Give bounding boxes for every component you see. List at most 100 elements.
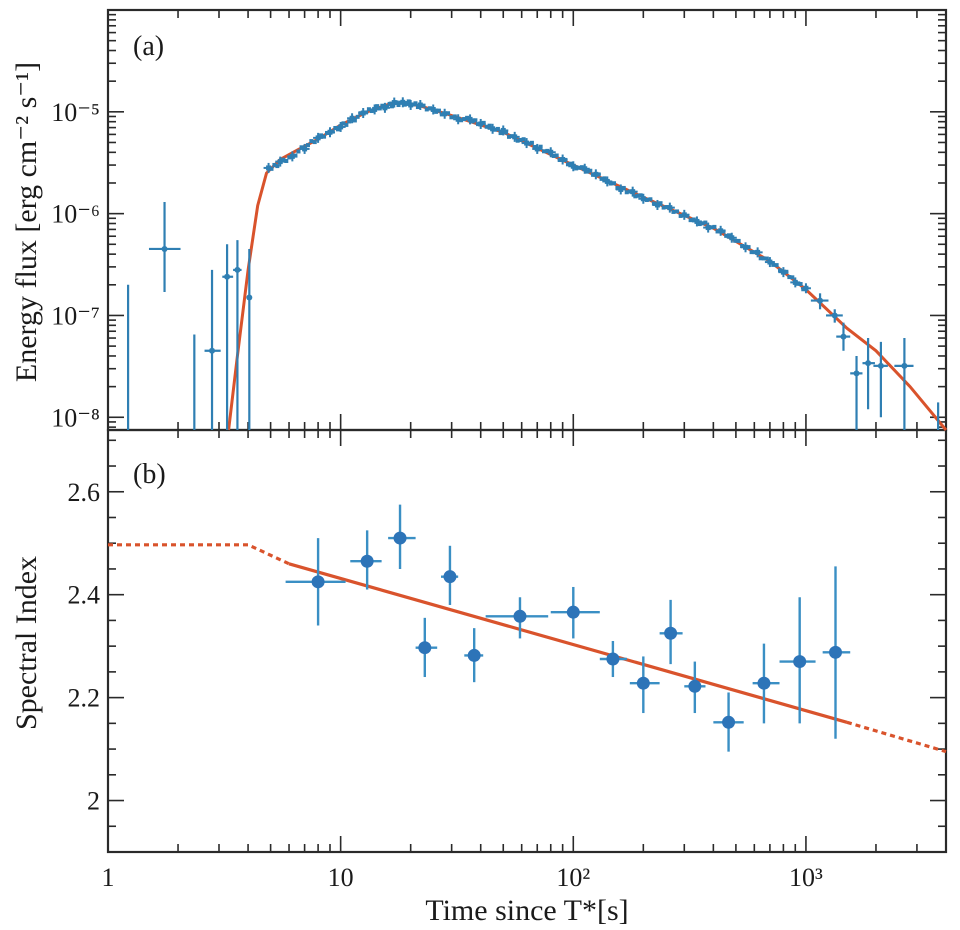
dense-fill-mark [305, 143, 310, 148]
dense-fill-mark [275, 164, 280, 169]
panel-a-frame [106, 8, 948, 432]
point-marker [524, 140, 530, 146]
dense-fill-mark [596, 172, 601, 177]
dense-fill-mark [449, 115, 454, 120]
y-tick-label: 2.2 [68, 684, 101, 713]
point-marker [430, 106, 436, 112]
point-marker [302, 146, 308, 152]
point-marker [718, 228, 724, 234]
dense-fill-mark [446, 111, 451, 116]
point-marker [667, 205, 673, 211]
dense-fill-mark [411, 102, 416, 107]
point-marker [161, 245, 168, 252]
y-tick-label: 10⁻⁵ [51, 98, 100, 127]
dense-fill-mark [778, 268, 783, 273]
point-marker [467, 648, 481, 662]
point-marker [246, 294, 253, 301]
model-curve [227, 100, 948, 431]
dense-fill-mark [591, 172, 596, 177]
data-point [222, 244, 234, 430]
point-marker [853, 370, 860, 377]
panel-b-y-axis-title: Spectral Index [10, 556, 43, 730]
dense-fill-mark [697, 222, 702, 227]
dense-fill-mark [344, 122, 349, 127]
point-marker [548, 149, 554, 155]
point-marker [618, 186, 624, 192]
dense-fill-mark [322, 134, 327, 139]
dense-fill-mark [281, 157, 286, 162]
dense-point [764, 257, 775, 268]
y-tick-label: 10⁻⁸ [51, 403, 100, 432]
dense-fill-mark [341, 121, 346, 126]
dense-fill-mark [473, 118, 478, 123]
dense-fill-mark [624, 190, 629, 195]
dense-fill-mark [700, 221, 705, 226]
dense-fill-mark [484, 124, 489, 129]
data-point [550, 586, 600, 639]
dense-fill-mark [287, 155, 292, 160]
point-marker [566, 605, 580, 619]
dense-fill-mark [394, 100, 399, 105]
y-tick-label: 2 [87, 787, 100, 816]
point-marker [817, 297, 824, 304]
dense-fill-mark [784, 269, 789, 274]
dense-fill-mark [752, 250, 757, 255]
point-marker [289, 153, 295, 159]
dense-fill-mark [691, 217, 696, 222]
dense-fill-mark [366, 107, 371, 112]
point-marker [224, 273, 231, 280]
dense-fill-mark [774, 263, 779, 268]
y-tick-label: 10⁻⁷ [51, 301, 100, 330]
dense-fill-mark [532, 144, 537, 149]
panel-b-frame [106, 428, 948, 854]
dense-fill-mark [521, 137, 526, 142]
dense-fill-mark [493, 127, 498, 132]
dense-fill-mark [309, 139, 314, 144]
point-marker [640, 196, 646, 202]
dense-fill-mark [385, 104, 390, 109]
data-point [810, 293, 829, 310]
point-marker [512, 134, 518, 140]
data-point [599, 641, 627, 678]
dense-fill-mark [703, 220, 708, 225]
point-marker [840, 333, 847, 340]
point-marker [681, 212, 687, 218]
dense-fill-mark [771, 262, 776, 267]
point-marker [209, 347, 216, 354]
point-marker [315, 135, 321, 141]
point-marker [877, 362, 884, 369]
model-dashed-early [108, 543, 290, 566]
dense-fill-mark [452, 114, 457, 119]
dense-point [726, 232, 737, 243]
point-marker [865, 360, 872, 367]
dense-fill-mark [658, 201, 663, 206]
dense-fill-mark [413, 101, 418, 106]
point-marker [743, 244, 749, 250]
point-marker [757, 676, 771, 690]
dense-fill-mark [347, 119, 352, 124]
panel-b-data-points [285, 504, 851, 752]
point-marker [382, 105, 388, 111]
point-marker [780, 269, 786, 275]
dense-fill-mark [364, 110, 369, 115]
dense-fill-mark [671, 209, 676, 214]
point-marker [478, 121, 484, 127]
dense-fill-mark [661, 205, 666, 210]
data-point [850, 355, 863, 430]
point-marker [722, 715, 736, 729]
model-dashed-late [846, 720, 947, 754]
data-point [873, 341, 888, 418]
dense-fill-mark [487, 123, 492, 128]
panel-b-label: (b) [133, 459, 166, 490]
dense-fill-mark [648, 197, 653, 202]
dense-fill-mark [538, 144, 543, 149]
point-marker [455, 116, 461, 122]
data-point [629, 656, 660, 714]
dense-fill-mark [715, 229, 720, 234]
dense-fill-mark [515, 138, 520, 143]
point-marker [400, 99, 406, 105]
dense-fill-mark [565, 162, 570, 167]
point-marker [234, 266, 241, 273]
panel-a-model-curve [227, 100, 948, 431]
